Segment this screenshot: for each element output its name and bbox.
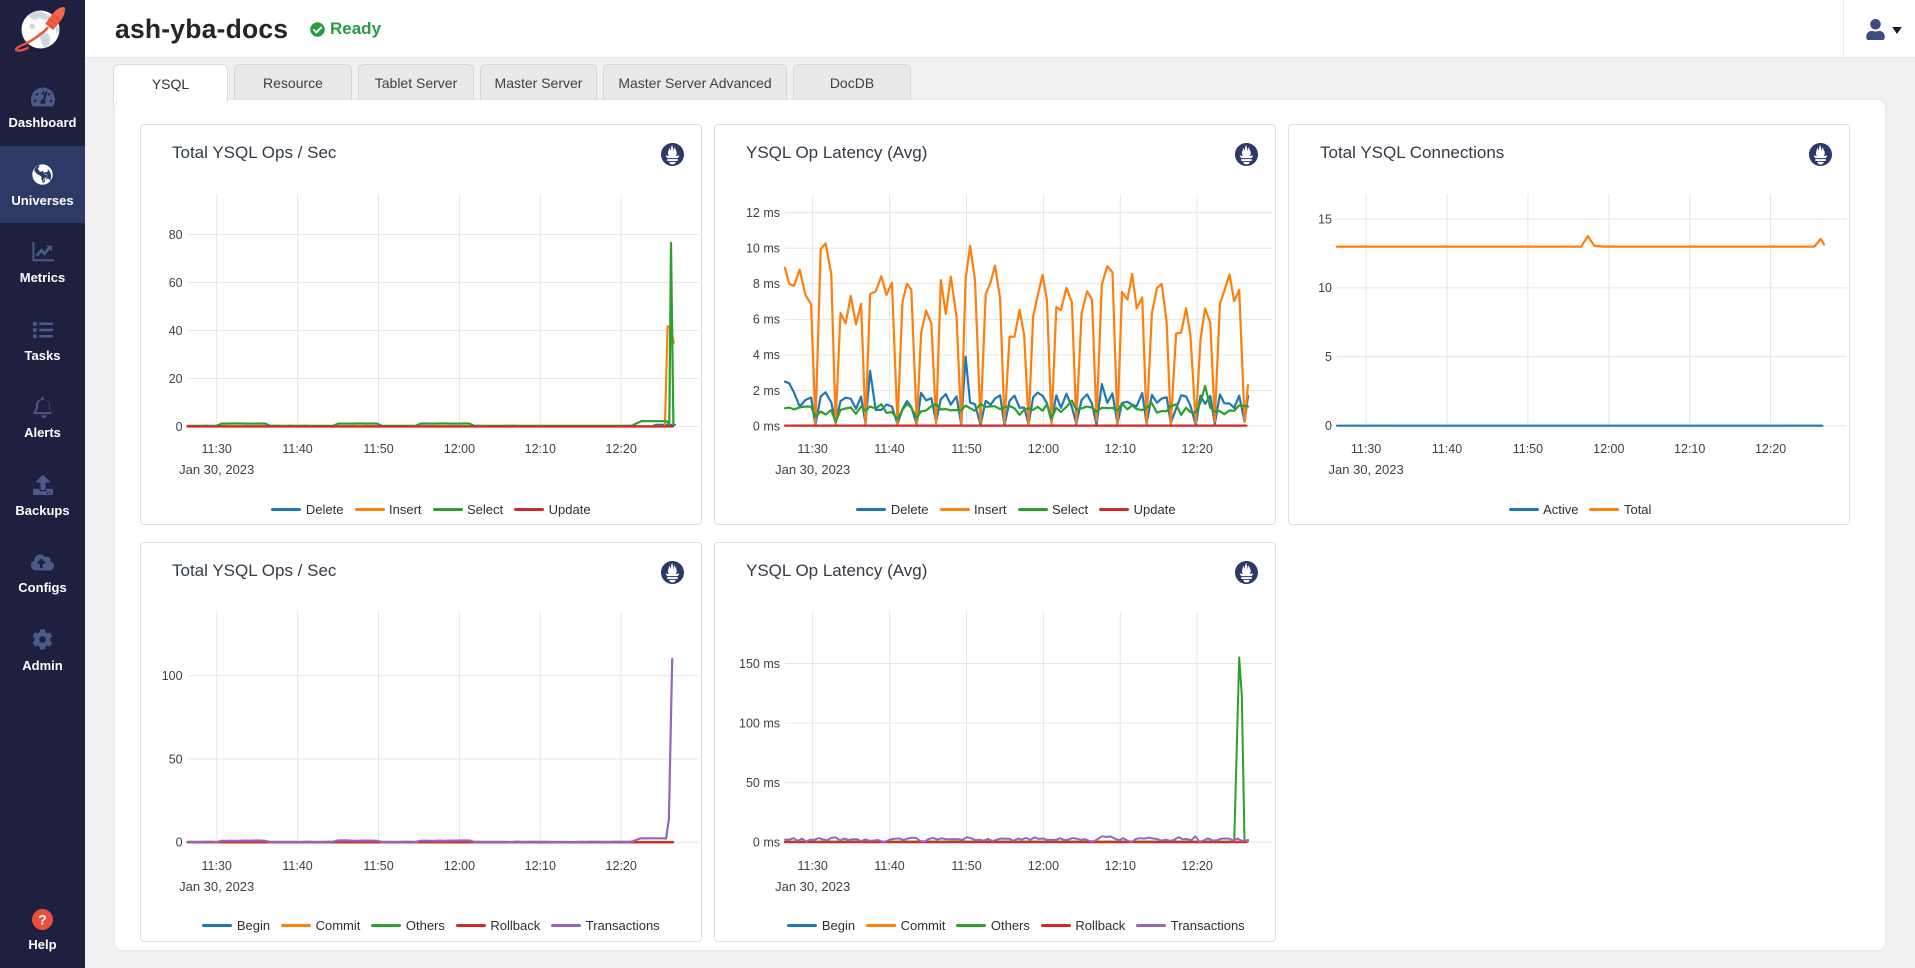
svg-text:4 ms: 4 ms <box>753 348 780 362</box>
svg-text:11:30: 11:30 <box>798 859 828 873</box>
svg-text:50 ms: 50 ms <box>746 776 780 790</box>
svg-text:12:10: 12:10 <box>525 859 556 873</box>
svg-text:?: ? <box>38 911 47 927</box>
svg-text:12:10: 12:10 <box>525 442 556 456</box>
svg-text:50: 50 <box>169 752 183 766</box>
svg-text:0 ms: 0 ms <box>753 419 780 433</box>
svg-text:11:40: 11:40 <box>1432 442 1462 456</box>
svg-text:11:30: 11:30 <box>202 442 232 456</box>
svg-text:Jan 30, 2023: Jan 30, 2023 <box>179 879 254 894</box>
svg-text:12:00: 12:00 <box>444 859 475 873</box>
svg-text:Jan 30, 2023: Jan 30, 2023 <box>179 462 254 477</box>
svg-text:100 ms: 100 ms <box>739 716 780 730</box>
svg-text:10 ms: 10 ms <box>746 242 780 256</box>
svg-text:60: 60 <box>169 276 183 290</box>
svg-text:150 ms: 150 ms <box>739 657 780 671</box>
svg-text:0 ms: 0 ms <box>753 836 780 850</box>
svg-text:8 ms: 8 ms <box>753 277 780 291</box>
svg-text:11:40: 11:40 <box>874 442 904 456</box>
svg-text:11:30: 11:30 <box>798 442 828 456</box>
svg-text:0: 0 <box>176 836 183 850</box>
svg-text:Jan 30, 2023: Jan 30, 2023 <box>1329 462 1404 477</box>
svg-text:100: 100 <box>162 669 183 683</box>
svg-text:Jan 30, 2023: Jan 30, 2023 <box>775 879 850 894</box>
svg-text:12:20: 12:20 <box>1755 442 1786 456</box>
svg-text:12:10: 12:10 <box>1105 442 1136 456</box>
svg-text:12:20: 12:20 <box>606 859 637 873</box>
svg-text:12:10: 12:10 <box>1105 859 1136 873</box>
svg-text:15: 15 <box>1318 212 1332 226</box>
svg-text:20: 20 <box>169 372 183 386</box>
svg-text:12:00: 12:00 <box>1593 442 1624 456</box>
svg-text:80: 80 <box>169 228 183 242</box>
svg-text:0: 0 <box>1325 419 1332 433</box>
svg-text:11:50: 11:50 <box>1513 442 1543 456</box>
svg-text:11:30: 11:30 <box>1351 442 1381 456</box>
svg-text:11:40: 11:40 <box>282 859 312 873</box>
svg-text:11:30: 11:30 <box>202 859 232 873</box>
svg-text:11:40: 11:40 <box>874 859 904 873</box>
svg-text:11:50: 11:50 <box>951 442 981 456</box>
svg-text:10: 10 <box>1318 281 1332 295</box>
svg-text:12:10: 12:10 <box>1674 442 1705 456</box>
svg-text:11:40: 11:40 <box>282 442 312 456</box>
svg-text:0: 0 <box>176 420 183 434</box>
svg-text:40: 40 <box>169 324 183 338</box>
svg-text:12:00: 12:00 <box>444 442 475 456</box>
svg-text:12:20: 12:20 <box>606 442 637 456</box>
svg-text:11:50: 11:50 <box>363 859 393 873</box>
svg-text:11:50: 11:50 <box>363 442 393 456</box>
svg-text:12:20: 12:20 <box>1182 442 1213 456</box>
svg-text:12:20: 12:20 <box>1182 859 1213 873</box>
svg-text:5: 5 <box>1325 350 1332 364</box>
svg-text:Jan 30, 2023: Jan 30, 2023 <box>775 462 850 477</box>
svg-text:11:50: 11:50 <box>951 859 981 873</box>
svg-text:6 ms: 6 ms <box>753 313 780 327</box>
svg-text:12:00: 12:00 <box>1028 859 1059 873</box>
svg-text:12 ms: 12 ms <box>746 206 780 220</box>
svg-text:2 ms: 2 ms <box>753 384 780 398</box>
svg-text:12:00: 12:00 <box>1028 442 1059 456</box>
